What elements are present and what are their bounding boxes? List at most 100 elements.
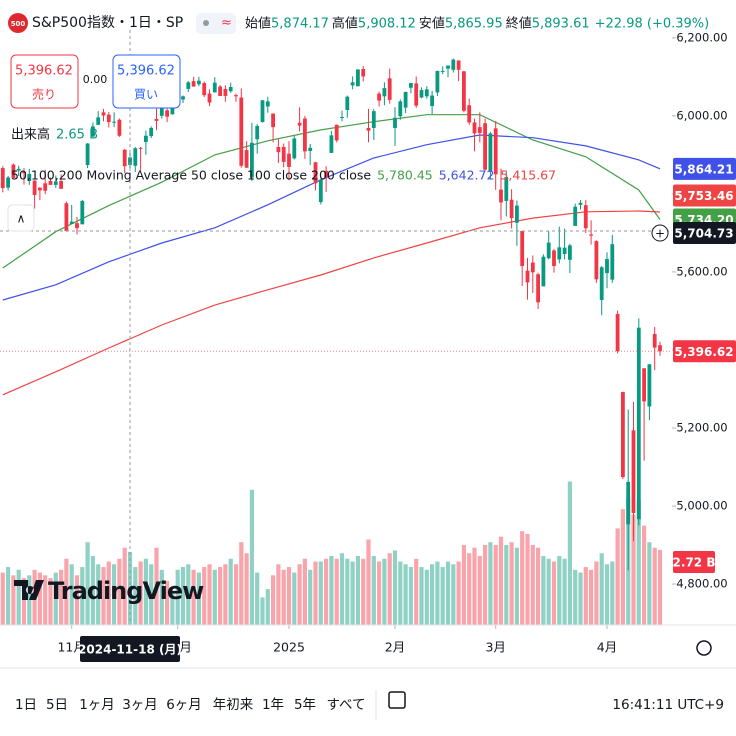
candle-body bbox=[451, 59, 456, 70]
candle-body bbox=[647, 364, 652, 407]
candle-body bbox=[281, 147, 286, 162]
range-button[interactable]: 6ヶ月 bbox=[166, 697, 202, 713]
range-button[interactable]: 1日 bbox=[15, 697, 37, 713]
ohlc-change: +22.98 (+0.39%) bbox=[595, 17, 710, 32]
volume-bar bbox=[11, 575, 16, 625]
indicator-title: 50,100,200 Moving Average 50 close 100 c… bbox=[11, 168, 371, 183]
volume-bar bbox=[302, 558, 307, 625]
indicator-legend: 50,100,200 Moving Average 50 close 100 c… bbox=[11, 168, 556, 183]
ma-price-badge: 5,753.46 bbox=[674, 189, 733, 203]
ohlc-low-label: 安値 bbox=[419, 16, 445, 32]
calendar-icon[interactable] bbox=[388, 691, 406, 709]
volume-bar bbox=[318, 561, 323, 625]
y-tick-label: 4,800.00 bbox=[676, 577, 727, 591]
candle-body bbox=[636, 327, 641, 520]
volume-bar bbox=[657, 549, 663, 625]
volume-bar bbox=[488, 542, 493, 625]
volume-bar bbox=[620, 509, 625, 625]
range-button[interactable]: 3ヶ月 bbox=[122, 697, 158, 713]
volume-bar bbox=[117, 558, 122, 625]
volume-bar bbox=[424, 569, 429, 625]
buy-button[interactable] bbox=[112, 54, 181, 109]
settings-icon[interactable] bbox=[696, 640, 712, 656]
candle-body bbox=[377, 93, 381, 101]
clock: 16:41:11 UTC+9 bbox=[612, 697, 724, 713]
range-button[interactable]: 1ヶ月 bbox=[79, 697, 115, 713]
candle-body bbox=[234, 95, 238, 97]
candle-body bbox=[409, 83, 413, 88]
volume-bar bbox=[430, 564, 435, 625]
candle-body bbox=[303, 118, 307, 152]
moving-average-line bbox=[2, 134, 661, 301]
candle-body bbox=[467, 105, 472, 123]
volume-bar bbox=[525, 533, 530, 625]
candle-body bbox=[255, 125, 260, 140]
volume-bar bbox=[610, 561, 615, 625]
candle-body bbox=[345, 96, 350, 110]
volume-bar bbox=[233, 564, 239, 625]
volume-bar bbox=[520, 531, 525, 625]
spread: 0.00 bbox=[83, 73, 108, 86]
buy-price: 5,396.62 bbox=[117, 64, 175, 79]
candle-body bbox=[170, 103, 175, 115]
candle-body bbox=[658, 345, 662, 352]
crosshair-plus[interactable] bbox=[651, 224, 669, 242]
candle-body bbox=[430, 95, 434, 107]
candle-body bbox=[562, 247, 567, 254]
range-button[interactable]: 年初来 bbox=[213, 696, 254, 713]
volume-bar bbox=[16, 569, 21, 625]
volume-bar bbox=[207, 564, 212, 625]
candle-body bbox=[122, 149, 127, 167]
x-tick-label: 11月 bbox=[57, 640, 85, 655]
candle-body bbox=[154, 118, 159, 121]
candle-body bbox=[356, 69, 360, 87]
candle-body bbox=[149, 127, 154, 137]
candle-body bbox=[53, 181, 58, 185]
candle-body bbox=[138, 147, 143, 149]
volume-bar bbox=[138, 561, 143, 625]
candle-body bbox=[32, 180, 37, 196]
volume-bar bbox=[106, 561, 111, 625]
volume-bar bbox=[604, 564, 610, 625]
candle-body bbox=[244, 150, 249, 168]
volume-bar bbox=[377, 561, 382, 625]
range-button[interactable]: 5年 bbox=[294, 697, 316, 713]
candle-body bbox=[80, 200, 85, 225]
status-pill[interactable] bbox=[196, 13, 236, 34]
volume-bar bbox=[631, 514, 636, 625]
volume-bar bbox=[445, 561, 451, 625]
volume-bar bbox=[85, 542, 90, 625]
volume-bar bbox=[498, 536, 504, 625]
volume-bar bbox=[37, 572, 42, 625]
candle-body bbox=[462, 71, 466, 111]
volume-bar bbox=[334, 558, 339, 625]
range-button[interactable]: 5日 bbox=[46, 697, 68, 713]
volume-bar bbox=[355, 556, 360, 625]
volume-bar bbox=[350, 561, 355, 625]
candle-body bbox=[128, 157, 132, 165]
range-button[interactable]: すべて bbox=[326, 697, 365, 713]
sell-button[interactable] bbox=[10, 54, 79, 109]
ohlc-legend: 始値 5,874.17 高値 5,908.12 安値 5,865.95 終値 5,893.61… bbox=[245, 16, 709, 32]
volume-bar bbox=[403, 564, 408, 625]
volume-bar bbox=[414, 558, 419, 625]
candle-body bbox=[509, 199, 514, 219]
toolbar: 1日 5日 1ヶ月 3ヶ月 6ヶ月 年初来 1年 5年 すべて bbox=[15, 696, 366, 713]
candle-body bbox=[472, 122, 477, 134]
collapse-button[interactable] bbox=[7, 204, 35, 232]
crosshair-date-bg bbox=[80, 636, 180, 662]
volume-bar bbox=[509, 542, 514, 625]
crosshair-date: 2024-11-18 (月) bbox=[78, 643, 182, 657]
watermark-logo bbox=[14, 580, 44, 600]
volume-bar bbox=[149, 564, 154, 625]
candle-body bbox=[313, 162, 318, 184]
ma-price-badge-bg bbox=[673, 157, 736, 180]
range-button[interactable]: 1年 bbox=[262, 697, 284, 713]
volume-bar bbox=[101, 567, 106, 625]
candle-body bbox=[615, 314, 620, 352]
x-tick-label: 3月 bbox=[485, 640, 505, 655]
volume-bar bbox=[154, 547, 159, 625]
candle-body bbox=[424, 89, 429, 97]
candle-body bbox=[652, 333, 657, 348]
symbol-title[interactable]: S&P500指数・1日・SP bbox=[32, 15, 183, 31]
